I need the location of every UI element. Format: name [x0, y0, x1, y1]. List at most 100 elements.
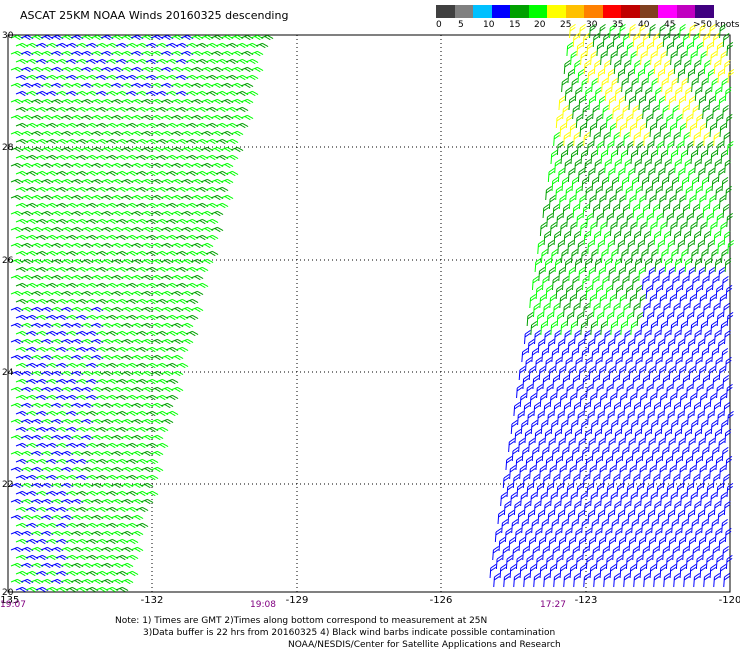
wind-barb: [225, 154, 239, 161]
wind-barb: [185, 298, 199, 305]
wind-barb: [727, 68, 735, 84]
wind-barb: [235, 106, 249, 113]
wind-barb: [135, 506, 149, 513]
wind-barb: [175, 362, 189, 369]
legend-swatch: [695, 5, 714, 18]
legend-swatch: [510, 5, 529, 18]
legend-swatch: [436, 5, 455, 18]
wind-barb: [240, 114, 254, 121]
map-frame: [7, 34, 731, 593]
wind-barb: [195, 266, 209, 273]
wind-barb: [623, 572, 630, 588]
wind-barb: [230, 146, 244, 153]
latitude-tick-label: 20: [2, 588, 14, 598]
wind-barb: [150, 434, 164, 441]
wind-barb: [145, 490, 159, 497]
legend-swatch: [676, 5, 695, 18]
wind-barb: [573, 572, 580, 588]
legend-swatch: [565, 5, 584, 18]
wind-barb: [533, 572, 540, 588]
wind-barb: [563, 572, 570, 588]
legend-label: 45: [664, 20, 676, 30]
wind-barb: [155, 426, 169, 433]
wind-barb: [200, 242, 214, 249]
wind-barb: [643, 572, 650, 588]
wind-barb: [250, 50, 264, 57]
wind-barb: [160, 402, 174, 409]
legend-swatch: [639, 5, 658, 18]
wind-barb: [593, 572, 600, 588]
wind-barb: [260, 34, 274, 41]
legend-label: 20: [534, 20, 546, 30]
wind-barb: [210, 210, 224, 217]
wind-barb: [725, 554, 733, 570]
wind-barb: [513, 572, 520, 588]
wind-barb: [673, 572, 680, 588]
wind-barb: [245, 58, 259, 65]
wind-speed-legend-labels: 0 5 10 15 20 25 30 35 40 45 >50 knots: [436, 20, 740, 32]
legend-label: >50 knots: [693, 20, 740, 30]
wind-barb: [165, 378, 179, 385]
wind-barb: [663, 572, 670, 588]
wind-barb: [245, 90, 259, 97]
wind-barb: [613, 572, 620, 588]
wind-barb: [185, 314, 199, 321]
longitude-tick-label: -132: [141, 595, 164, 606]
wind-barb: [240, 82, 254, 89]
legend-swatch: [491, 5, 510, 18]
legend-label: 10: [483, 20, 495, 30]
wind-barb: [703, 572, 710, 588]
latitude-tick-label: 26: [2, 256, 14, 266]
wind-barb: [215, 202, 229, 209]
wind-barb: [713, 572, 720, 588]
wind-barb: [205, 234, 219, 241]
latitude-tick-label: 24: [2, 368, 14, 378]
wind-barb: [725, 455, 733, 471]
legend-label: 25: [560, 20, 572, 30]
wind-barb: [170, 386, 184, 393]
wind-barb: [723, 500, 731, 516]
wind-barb: [725, 356, 732, 372]
wind-barb: [723, 572, 730, 588]
wind-barb: [215, 186, 229, 193]
wind-barb: [255, 42, 269, 49]
wind-barb: [190, 306, 204, 313]
wind-barb: [135, 522, 149, 529]
legend-swatch: [621, 5, 640, 18]
wind-barb: [653, 572, 660, 588]
legend-swatch: [602, 5, 621, 18]
wind-barb: [180, 338, 194, 345]
longitude-tick-label: -129: [286, 595, 309, 606]
longitude-tick-label: -120: [719, 595, 740, 606]
wind-barb: [225, 138, 239, 145]
wind-barb: [140, 482, 154, 489]
longitude-tick-label: -123: [575, 595, 598, 606]
legend-swatch: [658, 5, 677, 18]
wind-barb: [240, 98, 254, 105]
legend-swatch: [547, 5, 566, 18]
wind-barb: [727, 410, 734, 426]
wind-speed-color-legend: [436, 5, 714, 18]
note-line: Note: 1) Times are GMT 2)Times along bot…: [115, 616, 488, 626]
wind-barb: [523, 572, 530, 588]
wind-barb: [250, 66, 264, 73]
latitude-tick-label: 28: [2, 143, 14, 153]
wind-barb: [165, 410, 179, 417]
wind-barb: [200, 258, 214, 265]
pass-time-label: 19:08: [250, 600, 276, 610]
wind-barb: [503, 572, 510, 588]
wind-barb: [553, 572, 560, 588]
wind-barb: [145, 458, 159, 465]
latitude-tick-label: 30: [2, 31, 14, 41]
wind-barb: [150, 466, 164, 473]
wind-barb: [633, 572, 640, 588]
legend-label: 40: [638, 20, 650, 30]
latitude-tick-label: 22: [2, 480, 13, 490]
wind-barb: [583, 572, 590, 588]
legend-label: 5: [458, 20, 464, 30]
legend-label: 30: [586, 20, 598, 30]
wind-barb: [603, 572, 610, 588]
wind-barb: [543, 572, 550, 588]
wind-barb: [727, 239, 735, 255]
